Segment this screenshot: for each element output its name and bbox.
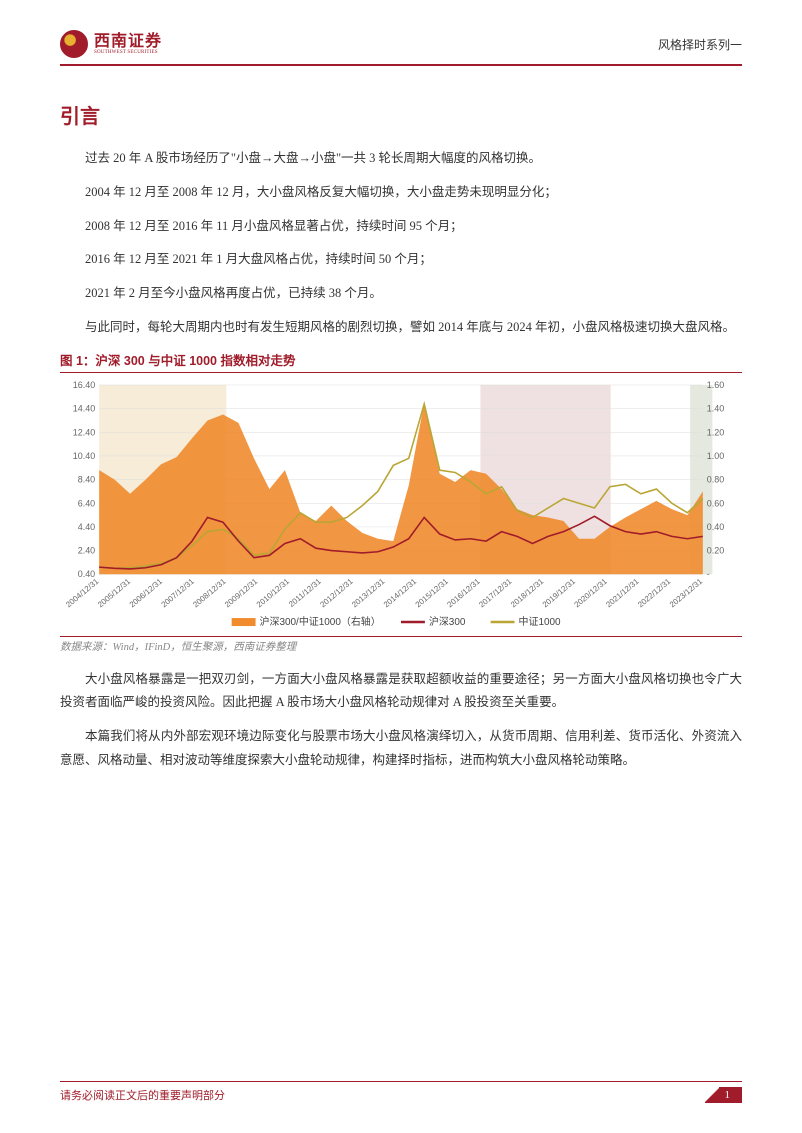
svg-text:2019/12/31: 2019/12/31 <box>541 576 578 609</box>
svg-text:8.40: 8.40 <box>78 474 95 484</box>
chart-container: 0.40 2.40 4.40 6.40 8.40 10.40 12.40 14.40 16.40… <box>60 377 742 637</box>
section-title: 引言 <box>60 100 742 129</box>
page-footer: 请务必阅读正文后的重要声明部分 1 <box>60 1081 742 1103</box>
svg-text:10.40: 10.40 <box>73 450 95 460</box>
paragraph: 本篇我们将从内外部宏观环境边际变化与股票市场大小盘风格演绎切入，从货币周期、信用… <box>60 725 742 773</box>
paragraph: 2008 年 12 月至 2016 年 11 月小盘风格显著占优，持续时间 95… <box>60 215 742 239</box>
svg-text:0.60: 0.60 <box>707 498 724 508</box>
svg-text:14.40: 14.40 <box>73 403 95 413</box>
logo-icon <box>60 30 88 58</box>
svg-text:2013/12/31: 2013/12/31 <box>350 576 387 609</box>
svg-text:2023/12/31: 2023/12/31 <box>668 576 705 609</box>
svg-text:16.40: 16.40 <box>73 379 95 389</box>
svg-text:0.40: 0.40 <box>707 521 724 531</box>
paragraph: 与此同时，每轮大周期内也时有发生短期风格的剧烈切换，譬如 2014 年底与 20… <box>60 316 742 340</box>
svg-text:2022/12/31: 2022/12/31 <box>636 576 673 609</box>
svg-text:1.20: 1.20 <box>707 427 724 437</box>
logo-en-text: SOUTHWEST SECURITIES <box>94 50 162 55</box>
svg-text:沪深300/中证1000（右轴）: 沪深300/中证1000（右轴） <box>260 615 381 628</box>
logo-cn-text: 西南证券 <box>94 34 162 50</box>
paragraph: 2016 年 12 月至 2021 年 1 月大盘风格占优，持续时间 50 个月… <box>60 248 742 272</box>
svg-text:4.40: 4.40 <box>78 521 95 531</box>
footer-disclaimer: 请务必阅读正文后的重要声明部分 <box>60 1087 225 1103</box>
svg-text:2006/12/31: 2006/12/31 <box>128 576 165 609</box>
svg-text:1.40: 1.40 <box>707 403 724 413</box>
figure-title: 图 1：沪深 300 与中证 1000 指数相对走势 <box>60 350 742 373</box>
svg-text:2005/12/31: 2005/12/31 <box>96 576 133 609</box>
svg-text:2010/12/31: 2010/12/31 <box>255 576 292 609</box>
svg-text:2020/12/31: 2020/12/31 <box>573 576 610 609</box>
svg-text:2012/12/31: 2012/12/31 <box>318 576 355 609</box>
paragraph: 2004 年 12 月至 2008 年 12 月，大小盘风格反复大幅切换，大小盘… <box>60 181 742 205</box>
paragraph: 过去 20 年 A 股市场经历了"小盘→大盘→小盘"一共 3 轮长周期大幅度的风… <box>60 147 742 171</box>
svg-text:-: - <box>707 569 710 579</box>
svg-text:6.40: 6.40 <box>78 498 95 508</box>
logo: 西南证券 SOUTHWEST SECURITIES <box>60 30 162 58</box>
paragraph: 大小盘风格暴露是一把双刃剑，一方面大小盘风格暴露是获取超额收益的重要途径；另一方… <box>60 668 742 716</box>
svg-text:2015/12/31: 2015/12/31 <box>414 576 451 609</box>
svg-text:0.80: 0.80 <box>707 474 724 484</box>
paragraph: 2021 年 2 月至今小盘风格再度占优，已持续 38 个月。 <box>60 282 742 306</box>
svg-text:2004/12/31: 2004/12/31 <box>64 576 101 609</box>
svg-text:2008/12/31: 2008/12/31 <box>191 576 228 609</box>
svg-text:2.40: 2.40 <box>78 545 95 555</box>
svg-text:12.40: 12.40 <box>73 427 95 437</box>
svg-text:1.00: 1.00 <box>707 450 724 460</box>
header-series-title: 风格择时系列一 <box>658 36 742 53</box>
svg-text:2018/12/31: 2018/12/31 <box>509 576 546 609</box>
svg-text:2017/12/31: 2017/12/31 <box>477 576 514 609</box>
svg-text:0.20: 0.20 <box>707 545 724 555</box>
chart-svg: 0.40 2.40 4.40 6.40 8.40 10.40 12.40 14.40 16.40… <box>60 377 742 636</box>
svg-text:沪深300: 沪深300 <box>429 615 466 628</box>
svg-text:1.60: 1.60 <box>707 379 724 389</box>
page-header: 西南证券 SOUTHWEST SECURITIES 风格择时系列一 <box>60 30 742 66</box>
svg-text:中证1000: 中证1000 <box>519 615 562 628</box>
svg-text:2011/12/31: 2011/12/31 <box>287 576 323 608</box>
page-number-badge: 1 <box>705 1087 743 1103</box>
svg-text:2014/12/31: 2014/12/31 <box>382 576 419 609</box>
svg-text:2021/12/31: 2021/12/31 <box>604 576 641 609</box>
svg-text:2009/12/31: 2009/12/31 <box>223 576 260 609</box>
svg-text:2016/12/31: 2016/12/31 <box>445 576 482 609</box>
chart-source: 数据来源：Wind，IFinD，恒生聚源，西南证券整理 <box>60 639 742 654</box>
svg-text:2007/12/31: 2007/12/31 <box>159 576 196 609</box>
